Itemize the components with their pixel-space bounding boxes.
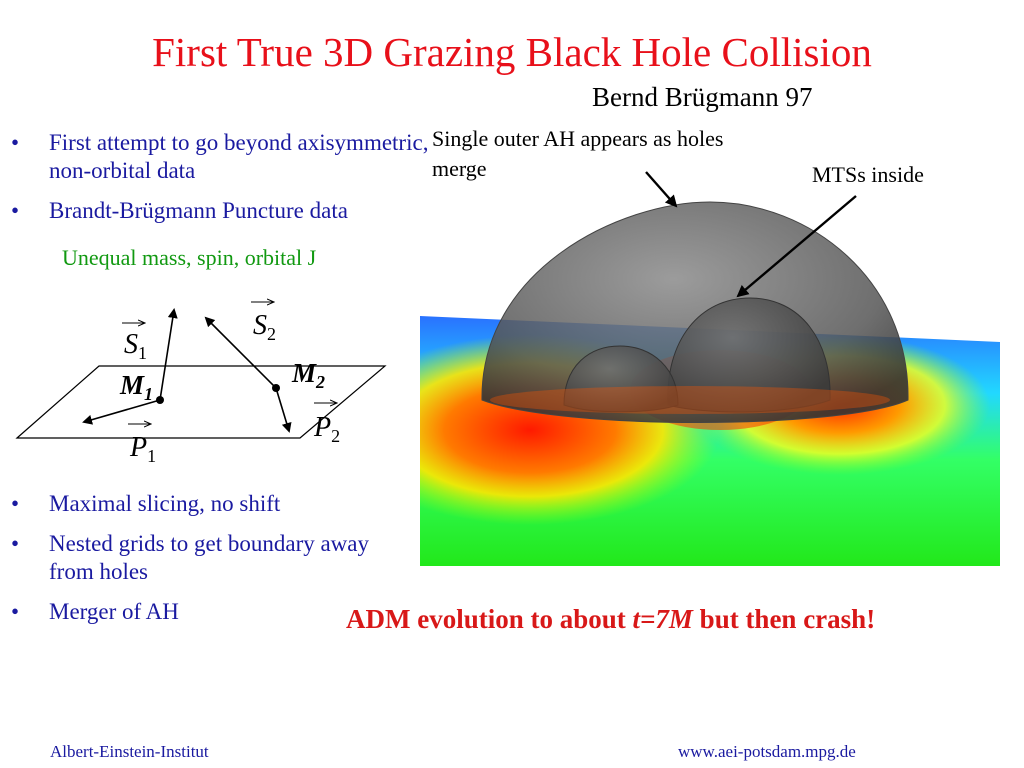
p1-label: P1 (129, 432, 156, 466)
s2-arrow (204, 316, 277, 389)
annotation-outer-ah: Single outer AH appears as holes merge (432, 126, 724, 181)
m1-point (156, 396, 164, 404)
slice-plane (15, 365, 387, 439)
bullet-item: • Nested grids to get boundary away from … (0, 530, 400, 586)
sub-note: Unequal mass, spin, orbital J (62, 245, 317, 270)
conclusion-emphasis: t=7M (632, 604, 693, 634)
bullet-dot-icon: • (11, 130, 20, 155)
p2-arrow (275, 387, 292, 433)
bullet-dot-icon: • (11, 491, 20, 516)
simulation-image (420, 201, 1000, 566)
bullet-list-bottom: • Maximal slicing, no shift • Nested grids… (0, 490, 400, 638)
inner-mts-small (563, 345, 679, 413)
conclusion-text: ADM evolution to about t=7M but then cra… (346, 604, 876, 634)
annotation-mts: MTSs inside (812, 162, 924, 187)
bullet-list-top: • First attempt to go beyond axisymmetric… (0, 129, 430, 237)
slide-title: First True 3D Grazing Black Hole Collisi… (152, 29, 872, 75)
p2-label: P2 (313, 412, 340, 446)
bullet-dot-icon: • (11, 198, 20, 223)
m2-label: M2 (291, 358, 325, 392)
s2-label: S2 (253, 310, 276, 344)
s1-arrow (159, 308, 178, 401)
bullet-text: Maximal slicing, no shift (49, 491, 281, 516)
bullet-dot-icon: • (11, 599, 20, 624)
s1-label: S1 (124, 329, 147, 363)
m1-label: M1 (119, 370, 153, 404)
footer-institute: Albert-Einstein-Institut (50, 742, 209, 761)
bullet-text: Nested grids to get boundary away from h… (49, 531, 370, 584)
bullet-item: • Maximal slicing, no shift (0, 490, 400, 518)
slide-subtitle: Bernd Brügmann 97 (592, 82, 813, 112)
bullet-text: Brandt-Brügmann Puncture data (49, 198, 348, 223)
footer-url[interactable]: www.aei-potsdam.mpg.de (678, 742, 856, 761)
bullet-item: • First attempt to go beyond axisymmetric… (0, 129, 430, 185)
puncture-diagram: S1 S2 M1 M2 P1 P2 (15, 290, 387, 466)
bullet-item: • Brandt-Brügmann Puncture data (0, 197, 430, 225)
bullet-dot-icon: • (11, 531, 20, 556)
bullet-text: First attempt to go beyond axisymmetric,… (49, 130, 429, 183)
bullet-item: • Merger of AH (0, 598, 400, 626)
mts-pointer-arrow (736, 195, 857, 298)
inner-mts-large (667, 297, 831, 413)
outer-ah-pointer-arrow (645, 171, 678, 208)
p1-arrow (82, 399, 161, 425)
m2-point (272, 384, 280, 392)
bullet-text: Merger of AH (49, 599, 179, 624)
